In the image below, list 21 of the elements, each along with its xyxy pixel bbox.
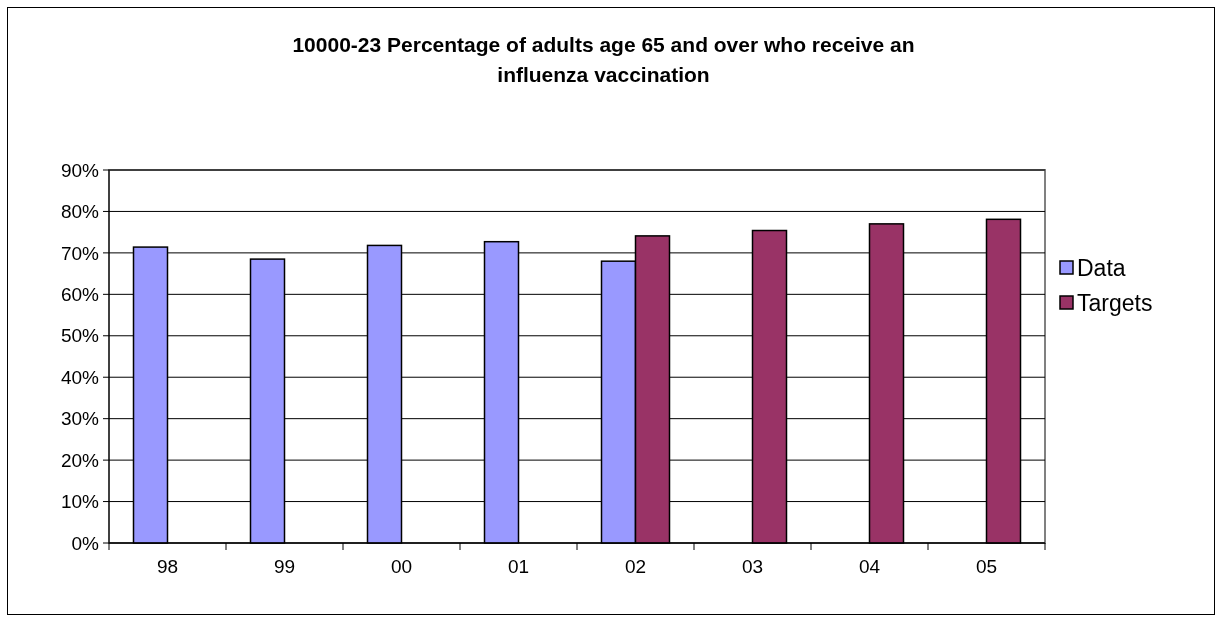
legend-label: Data (1077, 255, 1126, 282)
y-tick-label: 40% (60, 366, 100, 388)
x-tick-label: 00 (390, 556, 413, 577)
x-tick-label: 01 (507, 556, 530, 577)
x-tick-label: 05 (975, 556, 998, 577)
x-tick-label: 03 (741, 556, 764, 577)
x-tick-label: 99 (273, 556, 296, 577)
y-tick-label: 80% (60, 201, 100, 223)
x-tick-label: 98 (156, 556, 179, 577)
y-tick-label: 60% (60, 283, 100, 305)
y-tick-label: 90% (60, 159, 100, 181)
y-tick-label: 30% (60, 408, 100, 430)
y-tick-label: 50% (60, 325, 100, 347)
y-tick-label: 0% (71, 532, 100, 554)
legend-label: Targets (1077, 290, 1153, 317)
chart-title: 10000-23 Percentage of adults age 65 and over who receive an influenza vaccination (292, 33, 915, 86)
x-tick-label: 04 (858, 556, 881, 577)
y-tick-label: 10% (60, 491, 100, 513)
y-tick-label: 20% (60, 449, 100, 471)
y-tick-label: 70% (60, 242, 100, 264)
x-tick-label: 02 (624, 556, 647, 577)
